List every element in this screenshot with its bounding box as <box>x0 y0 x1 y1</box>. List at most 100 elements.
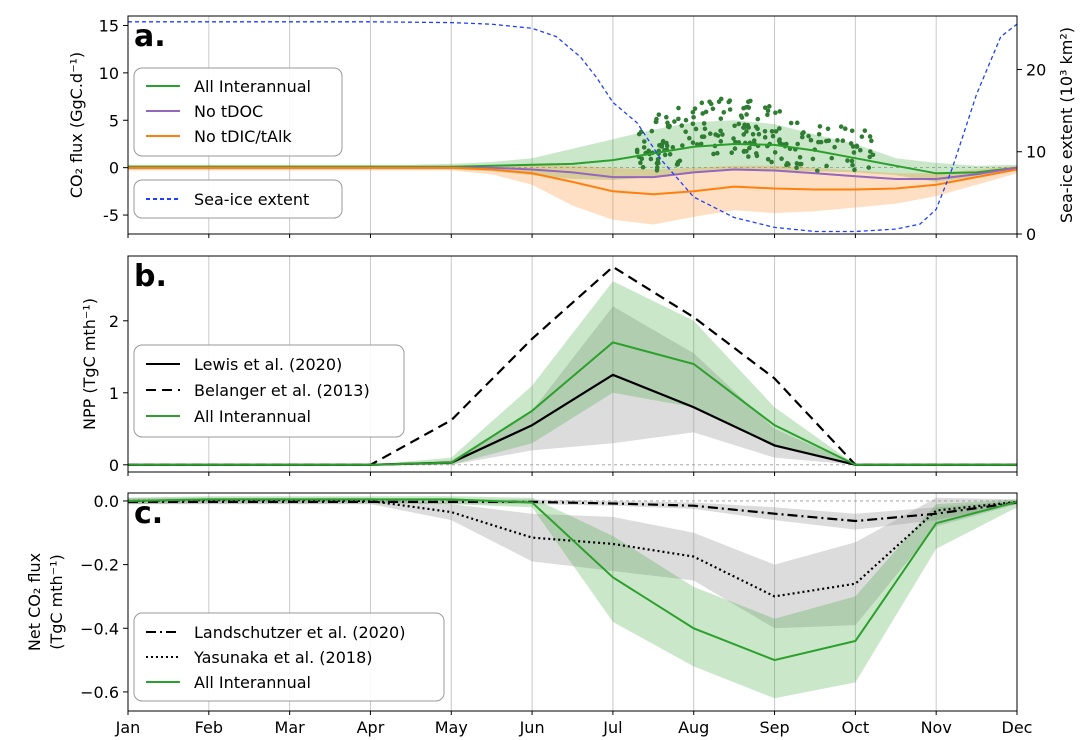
uncertainty-band <box>128 306 1017 465</box>
scatter-point <box>715 133 721 138</box>
scatter-point <box>750 132 756 137</box>
scatter-point <box>800 131 805 137</box>
right-tick-label: 20 <box>1026 60 1046 79</box>
scatter-point <box>747 145 752 151</box>
scatter-point <box>810 156 816 162</box>
scatter-point <box>679 123 685 128</box>
scatter-point <box>649 128 655 134</box>
scatter-point <box>756 131 762 137</box>
scatter-point <box>715 150 720 156</box>
scatter-point <box>777 109 783 114</box>
series-line <box>128 500 1018 523</box>
y-tick-label: 0 <box>109 456 119 475</box>
scatter-point <box>654 161 660 166</box>
scatter-point <box>690 109 696 115</box>
scatter-point <box>664 114 669 120</box>
legend-label: Belanger et al. (2013) <box>194 381 370 400</box>
y-axis-label: Net CO₂ flux <box>25 553 44 651</box>
scatter-point <box>765 108 771 114</box>
scatter-point <box>769 129 775 134</box>
scatter-point <box>707 99 712 105</box>
y-tick-label: −0.4 <box>80 619 119 638</box>
axes-frame <box>127 255 1018 473</box>
legend-label: Lewis et al. (2020) <box>194 355 342 374</box>
scatter-point <box>769 159 774 165</box>
scatter-point <box>655 156 661 162</box>
y-tick-label: 10 <box>99 64 119 83</box>
scatter-point <box>842 126 848 132</box>
uncertainty-band <box>128 496 1017 699</box>
x-tick-label: Feb <box>195 718 223 737</box>
scatter-point <box>744 129 749 134</box>
scatter-point <box>666 124 672 130</box>
scatter-point <box>746 105 752 110</box>
scatter-point <box>815 168 820 174</box>
x-tick-label: Oct <box>842 718 870 737</box>
scatter-point <box>699 100 705 106</box>
series-line <box>127 498 1018 598</box>
scatter-point <box>806 133 811 139</box>
scatter-point <box>824 163 829 169</box>
scatter-point <box>854 143 860 149</box>
scatter-point <box>866 165 872 170</box>
scatter-point <box>825 126 831 132</box>
scatter-point <box>670 145 676 150</box>
scatter-point <box>710 106 716 112</box>
scatter-point <box>741 148 747 154</box>
scatter-point <box>701 121 707 126</box>
scatter-point <box>667 151 673 157</box>
legend-label: Yasunaka et al. (2018) <box>193 648 373 667</box>
axes-frame <box>127 15 1018 235</box>
y-tick-label: 15 <box>99 16 119 35</box>
panel-b: 0 1 2 NPP (TgC mth⁻¹) b. Lewis et al. (2020) B… <box>80 255 1018 476</box>
scatter-point <box>840 138 846 144</box>
panel-a: 0 10 20 Sea-ice extent (10³ km²) -5 0 5 10 15 CO₂… <box>67 15 1076 244</box>
panel-label: c. <box>134 496 163 531</box>
scatter-point <box>773 110 778 116</box>
scatter-point <box>762 128 768 134</box>
scatter-point <box>770 133 776 139</box>
scatter-point <box>742 122 747 128</box>
scatter-point <box>794 165 799 171</box>
scatter-point <box>867 134 873 139</box>
scatter-point <box>765 156 771 162</box>
scatter-point <box>748 98 753 104</box>
scatter-point <box>816 139 821 145</box>
scatter-point <box>746 125 752 130</box>
scatter-point <box>701 134 707 139</box>
x-tick-label: Jan <box>115 718 141 737</box>
scatter-point <box>777 137 782 142</box>
right-tick-label: 10 <box>1026 143 1046 162</box>
x-tick-label: Jun <box>519 718 545 737</box>
scatter-point <box>773 129 779 134</box>
scatter-point <box>838 124 844 129</box>
scatter-point <box>680 143 685 148</box>
scatter-point <box>762 135 768 140</box>
scatter-point <box>690 121 696 127</box>
scatter-point <box>777 126 782 131</box>
scatter-point <box>634 149 640 155</box>
scatter-point <box>675 161 680 167</box>
legend-label: No tDIC/tAlk <box>194 127 292 146</box>
scatter-point <box>798 161 804 167</box>
y-tick-label: 0 <box>109 159 119 178</box>
scatter-point <box>772 150 778 155</box>
scatter-point <box>662 152 668 158</box>
scatter-point <box>868 149 873 154</box>
scatter-point <box>829 155 835 161</box>
scatter-point <box>692 106 698 111</box>
scatter-point <box>676 116 681 122</box>
scatter-point <box>849 128 855 134</box>
scatter-point <box>718 128 723 134</box>
scatter-point <box>698 141 704 147</box>
scatter-point <box>817 124 823 129</box>
legend-box <box>133 344 405 438</box>
scatter-point <box>732 123 737 129</box>
legend-label: Landschutzer et al. (2020) <box>194 623 405 642</box>
scatter-point <box>767 104 772 109</box>
y-tick-label: −0.2 <box>80 556 119 575</box>
scatter-point <box>687 135 692 141</box>
scatter-point <box>862 128 868 133</box>
x-tick-label: May <box>435 718 468 737</box>
